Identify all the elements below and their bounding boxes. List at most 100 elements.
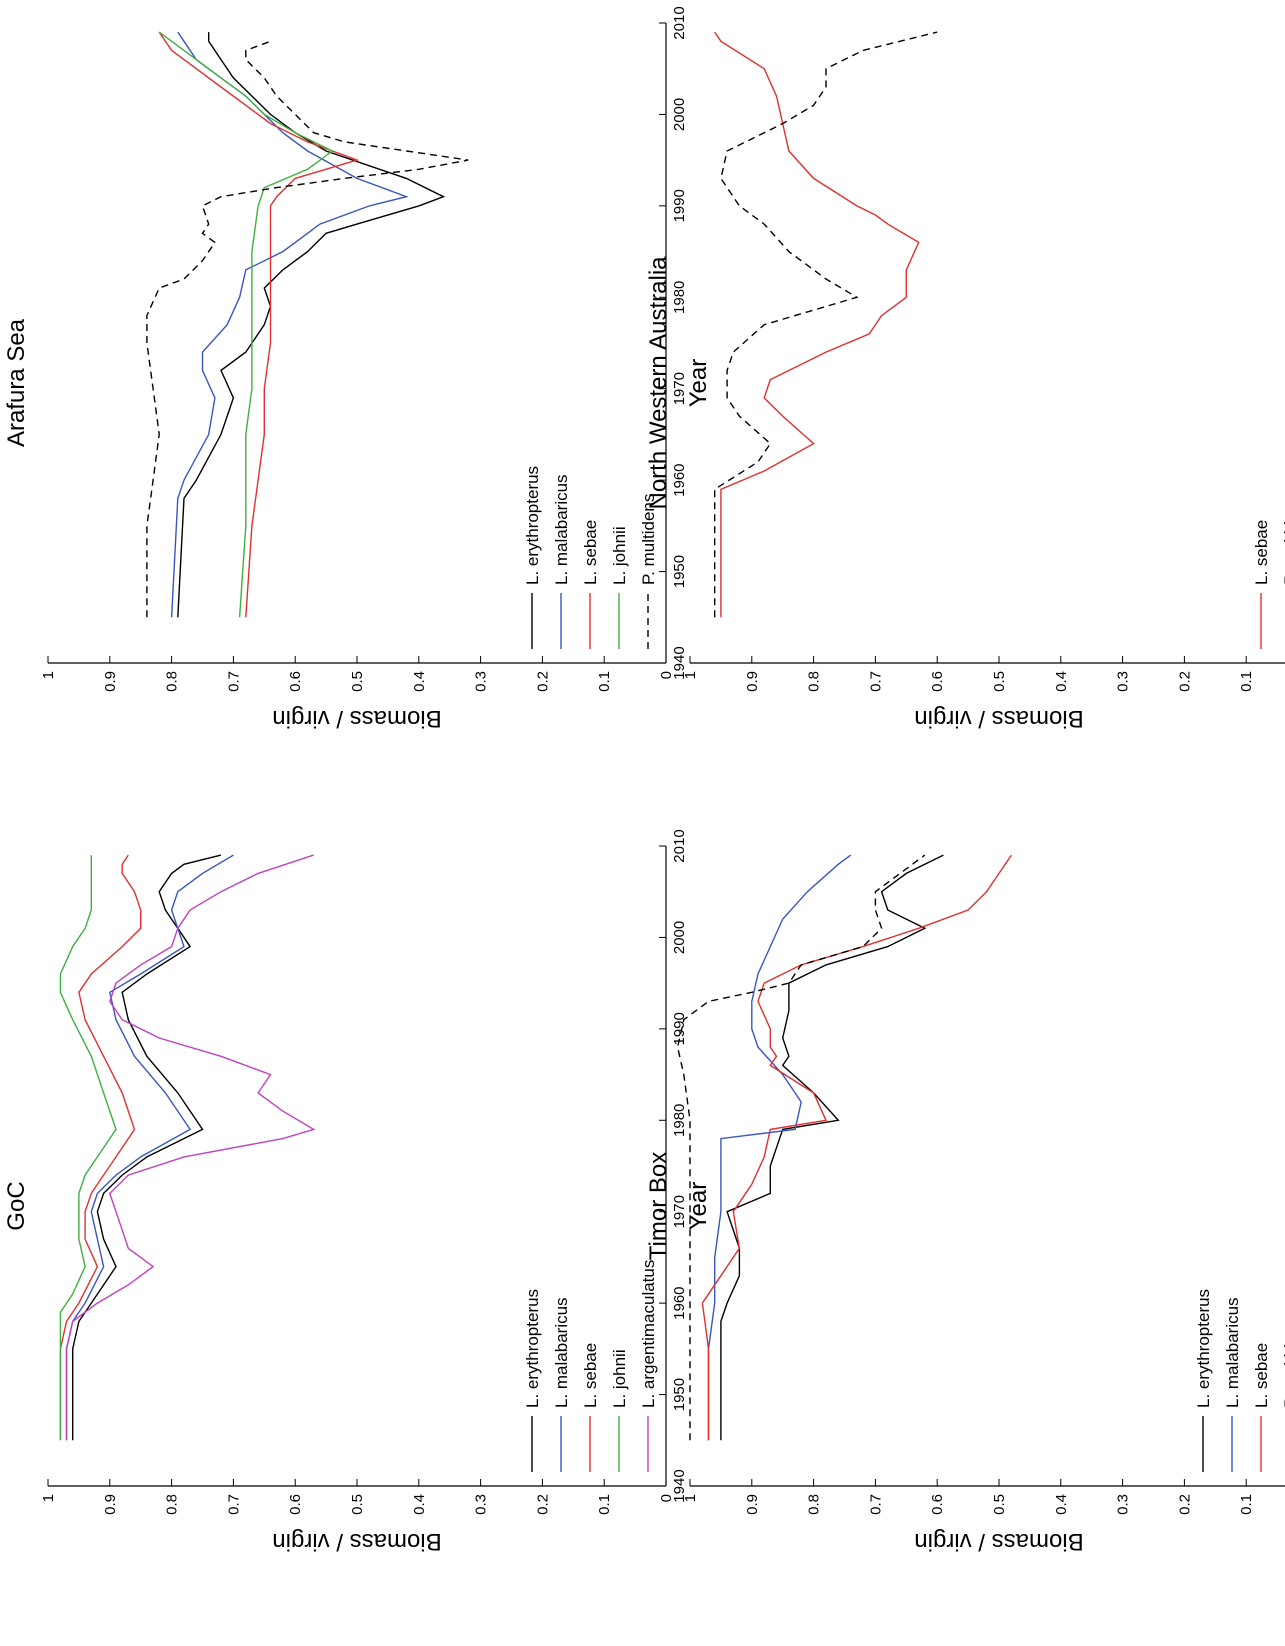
y-axis-label: Biomass / virgin <box>272 705 441 732</box>
legend-label: L. sebae <box>1252 1343 1271 1408</box>
x-tick-label: 1990 <box>671 189 688 222</box>
y-tick-label: 0.1 <box>596 1494 613 1515</box>
series-line-3 <box>701 854 1012 1441</box>
x-tick-label: 1940 <box>671 646 688 679</box>
chart-panel-1: 1940 1950 1960 1970 1980 1990 2000 2010 0 0.1 0.2 0… <box>3 6 712 732</box>
series-line-1 <box>720 854 944 1441</box>
x-tick-label: 2000 <box>671 98 688 131</box>
x-tick-label: 1970 <box>671 1195 688 1228</box>
legend-label: P. multidens <box>639 494 658 585</box>
y-tick-label: 0.4 <box>1053 1494 1070 1515</box>
y-tick-label: 0.6 <box>287 671 304 692</box>
y-tick-label: 1 <box>40 1494 57 1502</box>
legend-label: L. erythropterus <box>523 1289 542 1408</box>
series-line-1 <box>71 854 222 1441</box>
series-line-3 <box>158 31 360 618</box>
legend-label: L. malabaricus <box>552 1297 571 1408</box>
series-line-4 <box>676 854 926 1441</box>
y-tick-label: 0.6 <box>929 1494 946 1515</box>
y-tick-label: 0.5 <box>991 1494 1008 1515</box>
y-tick-label: 1 <box>40 671 57 679</box>
y-tick-label: 0.9 <box>744 1494 761 1515</box>
x-tick-label: 1960 <box>671 1286 688 1319</box>
legend-label: P. multidens <box>1281 494 1285 585</box>
x-tick-label: 1950 <box>671 1378 688 1411</box>
y-tick-label: 0.9 <box>102 1494 119 1515</box>
y-tick-label: 1 <box>682 671 699 679</box>
y-tick-label: 0.2 <box>1176 671 1193 692</box>
legend-label: L. argentimaculatus <box>639 1260 658 1408</box>
series-line-1 <box>177 32 446 618</box>
series-line-4 <box>158 31 334 618</box>
y-tick-label: 0.7 <box>225 1494 242 1515</box>
y-tick-label: 0.4 <box>1053 671 1070 692</box>
chart-panel-2: 1940195019601970198019902000201000.10.20… <box>3 829 712 1555</box>
y-tick-label: 0.8 <box>806 1494 823 1515</box>
y-tick-label: 0.6 <box>929 671 946 692</box>
y-tick-label: 0.9 <box>102 671 119 692</box>
legend-label: L. malabaricus <box>552 474 571 585</box>
legend-label: L. malabaricus <box>1223 1297 1242 1408</box>
y-tick-label: 0.2 <box>534 671 551 692</box>
chart-panel-3: 1940195019601970198019902000201000.10.20… <box>645 31 1285 732</box>
y-tick-label: 0.3 <box>1115 1494 1132 1515</box>
y-tick-label: 0.5 <box>349 1494 366 1515</box>
x-tick-label: 2000 <box>671 921 688 954</box>
y-tick-label: 0.8 <box>806 671 823 692</box>
y-tick-label: 0.6 <box>287 1494 304 1515</box>
series-line-2 <box>713 31 938 618</box>
legend-label: L. erythropterus <box>523 466 542 585</box>
x-tick-label: 2010 <box>671 6 688 39</box>
chart-title: North Western Australia <box>645 256 672 510</box>
legend-label: L. sebae <box>581 1343 600 1408</box>
y-tick-label: 0.8 <box>164 671 181 692</box>
legend-label: L. erythropterus <box>1194 1289 1213 1408</box>
y-tick-label: 0 <box>658 1494 675 1502</box>
series-line-1 <box>714 31 920 618</box>
series-line-2 <box>65 854 234 1441</box>
legend-label: L. sebae <box>581 520 600 585</box>
y-tick-label: 0.5 <box>991 671 1008 692</box>
x-tick-label: 1980 <box>671 1104 688 1137</box>
series-line-5 <box>146 40 469 618</box>
y-tick-label: 0.1 <box>1238 1494 1255 1515</box>
chart-panel-4: 1940195019601970198019902000201000.10.20… <box>645 854 1285 1555</box>
legend-label: L. johnii <box>610 1349 629 1408</box>
x-tick-label: 2010 <box>671 829 688 862</box>
y-tick-label: 0.8 <box>164 1494 181 1515</box>
series-line-5 <box>65 854 316 1441</box>
legend-label: L. johnii <box>610 526 629 585</box>
y-tick-label: 0.1 <box>1238 671 1255 692</box>
x-tick-label: 1940 <box>671 1469 688 1502</box>
y-tick-label: 0.3 <box>1115 671 1132 692</box>
y-tick-label: 0.5 <box>349 671 366 692</box>
y-tick-label: 0.4 <box>411 671 428 692</box>
y-tick-label: 0.4 <box>411 1494 428 1515</box>
x-tick-label: 1980 <box>671 281 688 314</box>
y-tick-label: 0.7 <box>867 1494 884 1515</box>
x-tick-label: 1970 <box>671 372 688 405</box>
series-line-2 <box>707 854 852 1441</box>
legend-label: P. multidens <box>1281 1317 1285 1408</box>
chart-title: Timor Box <box>645 1152 672 1260</box>
y-tick-label: 0.7 <box>225 671 242 692</box>
y-tick-label: 0.1 <box>596 671 613 692</box>
x-axis-label: Year <box>685 359 712 408</box>
x-axis-label: Year <box>685 1182 712 1231</box>
chart-title: Arafura Sea <box>3 318 30 447</box>
y-tick-label: 0 <box>658 671 675 679</box>
y-tick-label: 0.9 <box>744 671 761 692</box>
y-tick-label: 0.7 <box>867 671 884 692</box>
y-axis-label: Biomass / virgin <box>272 1528 441 1555</box>
y-tick-label: 0.3 <box>473 1494 490 1515</box>
chart-title: GoC <box>3 1181 30 1230</box>
legend-label: L. sebae <box>1252 520 1271 585</box>
y-tick-label: 0.3 <box>473 671 490 692</box>
y-axis-label: Biomass / virgin <box>914 1528 1083 1555</box>
series-line-2 <box>170 31 409 618</box>
y-tick-label: 0.2 <box>1176 1494 1193 1515</box>
x-tick-label: 1950 <box>671 555 688 588</box>
series-line-4 <box>59 855 117 1441</box>
y-axis-label: Biomass / virgin <box>914 705 1083 732</box>
